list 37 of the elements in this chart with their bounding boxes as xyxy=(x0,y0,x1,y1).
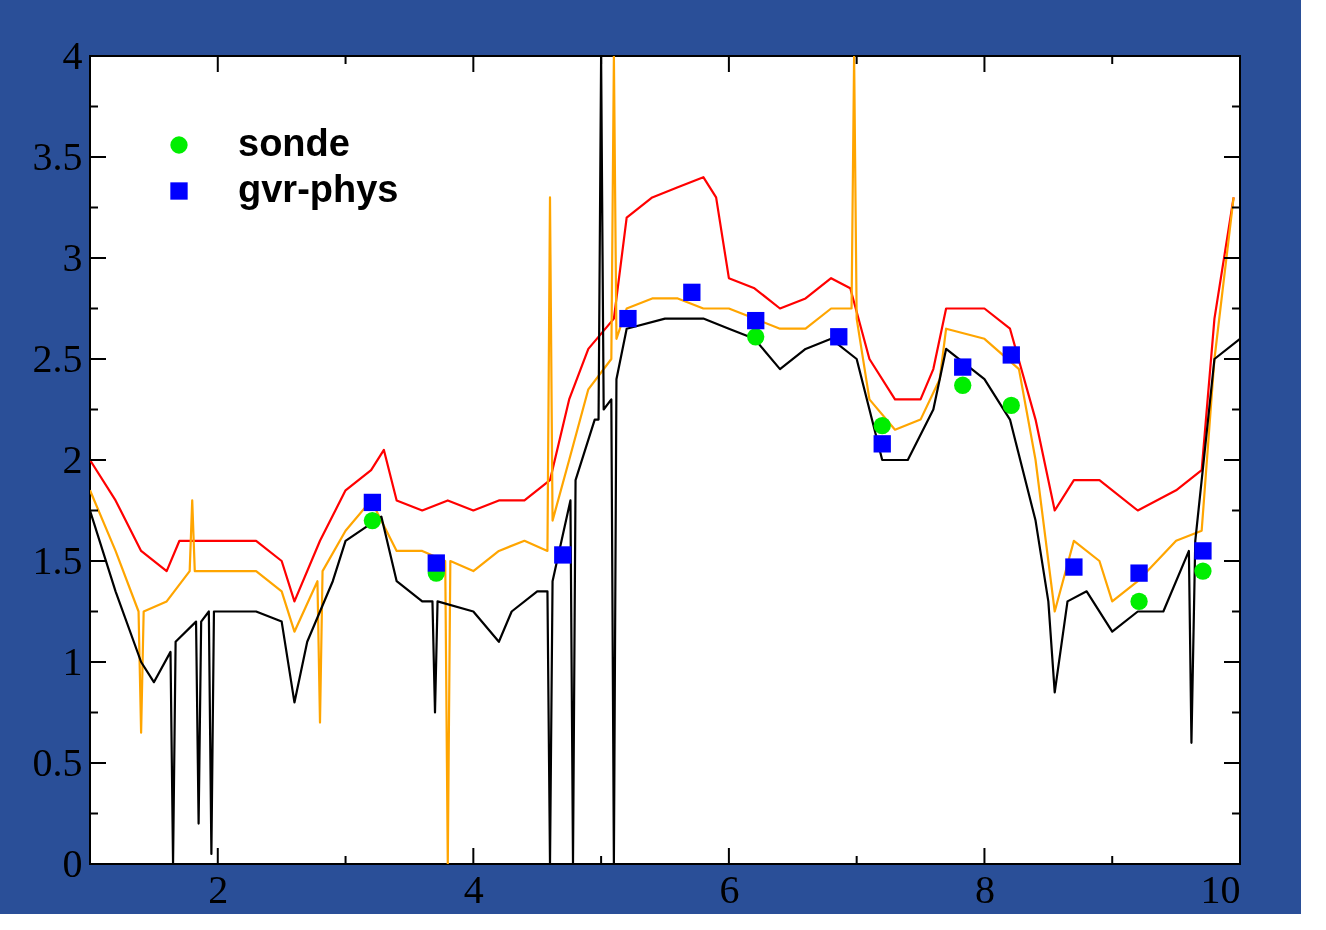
y-tick-label: 4 xyxy=(62,32,83,78)
point xyxy=(363,493,382,512)
point xyxy=(427,554,445,572)
point xyxy=(747,311,765,330)
point xyxy=(683,283,701,301)
x-tick-label: 6 xyxy=(719,866,740,912)
point xyxy=(1130,592,1148,611)
x-tick-label: 2 xyxy=(208,866,229,912)
y-tick-label: 1.5 xyxy=(32,537,83,583)
y-tick-label: 0 xyxy=(62,840,83,886)
point xyxy=(554,546,572,564)
point xyxy=(954,376,972,394)
y-tick-label: 2 xyxy=(62,436,83,482)
point xyxy=(1002,346,1020,364)
point xyxy=(747,328,765,346)
point xyxy=(1194,542,1212,560)
line-series xyxy=(90,176,1235,603)
point xyxy=(954,358,972,376)
legend-label: sonde xyxy=(238,122,350,164)
y-tick-label: 3.5 xyxy=(32,133,83,179)
legend-label: gvr-phys xyxy=(238,168,399,210)
y-tick-label: 1 xyxy=(62,638,83,684)
point xyxy=(363,511,382,530)
x-tick-label: 8 xyxy=(974,866,995,912)
y-tick-label: 2.5 xyxy=(32,335,83,381)
x-tick-label: 4 xyxy=(463,866,484,912)
point xyxy=(1065,558,1083,576)
point xyxy=(1130,564,1148,582)
point xyxy=(619,309,637,328)
point xyxy=(873,417,891,435)
point xyxy=(1002,396,1020,415)
x-tick-label: 10 xyxy=(1200,866,1241,912)
point xyxy=(830,328,848,346)
point xyxy=(1194,562,1212,580)
y-tick-label: 3 xyxy=(62,234,83,280)
point xyxy=(873,435,891,453)
y-tick-label: 0.5 xyxy=(32,739,83,785)
